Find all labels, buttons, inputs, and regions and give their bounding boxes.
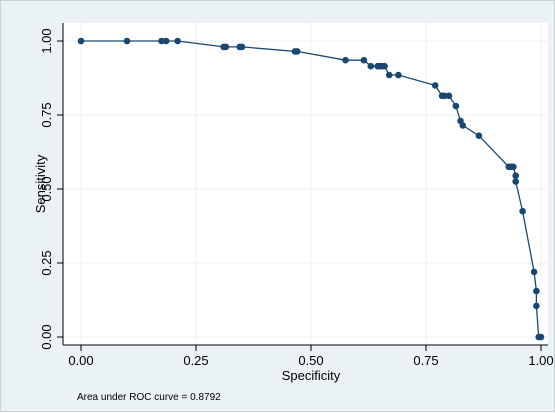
- x-axis-title: Specificity: [282, 368, 341, 383]
- data-point: [385, 71, 393, 79]
- y-tick-label: 0.25: [39, 250, 54, 275]
- x-tick-label: 0.00: [68, 353, 93, 368]
- data-point: [158, 37, 165, 45]
- data-point: [123, 37, 131, 45]
- data-point: [238, 43, 246, 51]
- data-point: [342, 56, 349, 64]
- data-point: [445, 92, 453, 100]
- plot-area: [63, 23, 548, 345]
- data-point: [162, 37, 170, 45]
- data-point: [459, 122, 467, 129]
- data-point: [452, 102, 460, 110]
- data-point: [519, 207, 526, 215]
- data-point: [222, 43, 230, 51]
- data-point: [381, 62, 388, 70]
- x-tick-label: 1.00: [528, 353, 553, 368]
- data-point: [530, 268, 538, 276]
- data-point: [395, 71, 402, 79]
- data-point: [367, 62, 375, 70]
- x-tick-label: 0.25: [183, 353, 208, 368]
- data-point: [360, 56, 368, 64]
- y-tick-label: 1.00: [39, 28, 54, 53]
- data-point: [174, 37, 181, 45]
- x-tick-label: 0.50: [298, 353, 323, 368]
- data-point: [537, 333, 545, 341]
- data-points: [77, 37, 545, 341]
- data-point: [512, 178, 519, 185]
- auc-annotation: Area under ROC curve = 0.8792: [77, 392, 221, 403]
- y-tick-label: 0.00: [39, 324, 54, 349]
- data-point: [441, 92, 448, 100]
- data-point: [533, 287, 540, 295]
- axis-ticks: 0.00 0.25 0.50 0.75 1.00 0.00 0.25 0.50 0.75 1.00: [39, 28, 554, 368]
- grid-lines: [63, 23, 548, 345]
- y-tick-label: 0.50: [39, 176, 54, 201]
- x-tick-label: 0.75: [413, 353, 438, 368]
- data-point: [533, 302, 540, 310]
- data-point: [510, 163, 517, 171]
- y-tick-label: 0.75: [39, 102, 54, 127]
- y-axis-title: Sensitivity: [33, 154, 48, 213]
- data-point: [431, 82, 439, 89]
- data-point: [293, 48, 301, 55]
- data-point: [475, 132, 483, 139]
- data-point: [512, 172, 519, 179]
- data-point: [77, 37, 85, 45]
